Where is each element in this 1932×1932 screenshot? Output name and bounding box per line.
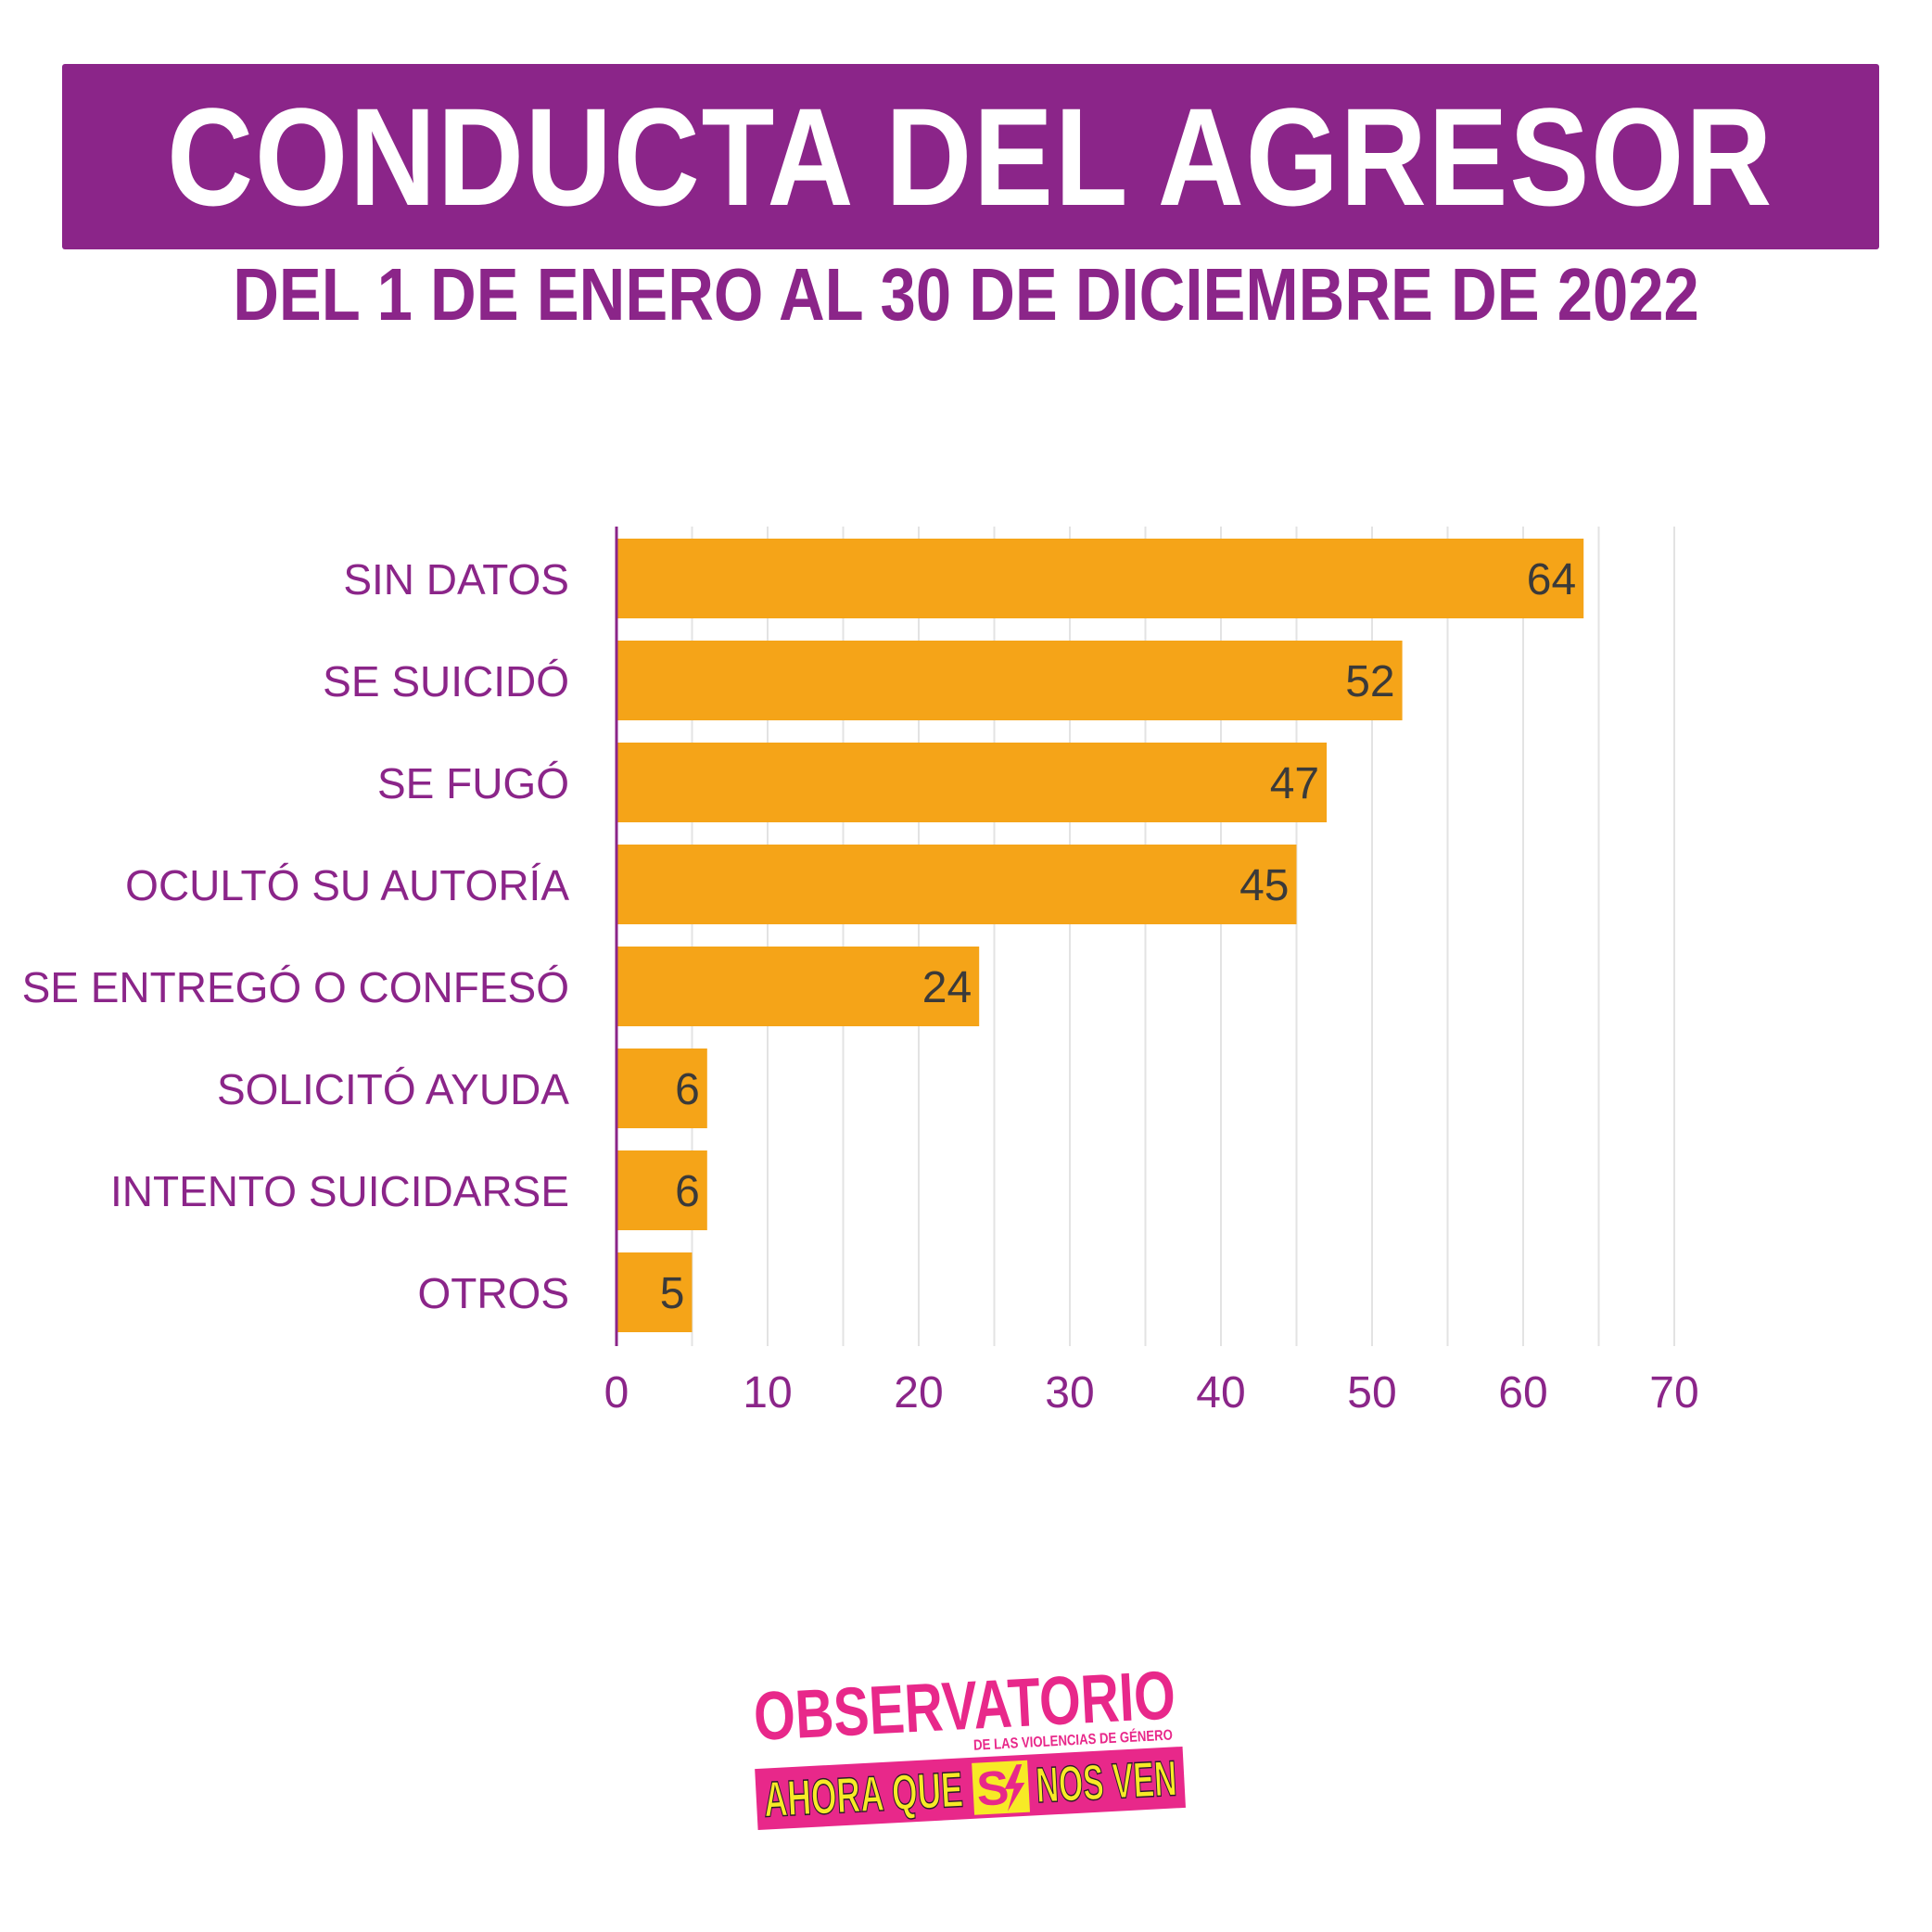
category-label: SE ENTREGÓ O CONFESÓ	[22, 963, 569, 1011]
category-label: OCULTÓ SU AUTORÍA	[125, 861, 569, 909]
value-label: 5	[660, 1269, 685, 1318]
bar	[616, 845, 1297, 924]
category-label: SIN DATOS	[343, 555, 569, 604]
category-label: SOLICITÓ AYUDA	[217, 1065, 569, 1113]
x-tick-label: 70	[1649, 1368, 1698, 1417]
lightning-icon	[1004, 1764, 1025, 1811]
bar	[616, 947, 980, 1026]
bar	[616, 641, 1403, 720]
value-label: 24	[922, 963, 972, 1012]
x-tick-label: 20	[894, 1368, 943, 1417]
value-label: 45	[1239, 861, 1289, 910]
x-tick-label: 0	[604, 1368, 629, 1417]
value-label: 6	[675, 1167, 700, 1216]
bar	[616, 539, 1584, 618]
observatorio-logo: OBSERVATORIO DE LAS VIOLENCIAS DE GÉNERO…	[752, 1656, 1186, 1831]
title-banner: CONDUCTA DEL AGRESOR	[62, 64, 1879, 249]
logo-line3b: NOS VEN	[1035, 1750, 1178, 1813]
value-label: 52	[1345, 657, 1394, 706]
chart-subtitle: DEL 1 DE ENERO AL 30 DE DICIEMBRE DE 202…	[233, 253, 1699, 336]
x-tick-label: 10	[743, 1368, 792, 1417]
logo-si-mark: S	[972, 1760, 1030, 1817]
category-label: INTENTO SUICIDARSE	[110, 1167, 569, 1215]
category-label: SE FUGÓ	[377, 759, 569, 807]
logo-band	[755, 1746, 1186, 1831]
logo-line3a: AHORA QUE	[762, 1761, 964, 1827]
category-label: OTROS	[417, 1269, 569, 1317]
x-tick-label: 30	[1045, 1368, 1094, 1417]
bar	[616, 743, 1328, 822]
x-tick-label: 60	[1498, 1368, 1547, 1417]
x-tick-label: 40	[1196, 1368, 1245, 1417]
bar	[616, 1049, 707, 1128]
value-label: 64	[1527, 555, 1576, 604]
bar	[616, 1252, 693, 1332]
x-tick-label: 50	[1347, 1368, 1396, 1417]
svg-text:S: S	[975, 1761, 1010, 1817]
bar	[616, 1150, 707, 1230]
chart-title: CONDUCTA DEL AGRESOR	[167, 79, 1774, 235]
category-label: SE SUICIDÓ	[323, 657, 569, 705]
value-label: 6	[675, 1065, 700, 1114]
value-label: 47	[1270, 759, 1319, 808]
